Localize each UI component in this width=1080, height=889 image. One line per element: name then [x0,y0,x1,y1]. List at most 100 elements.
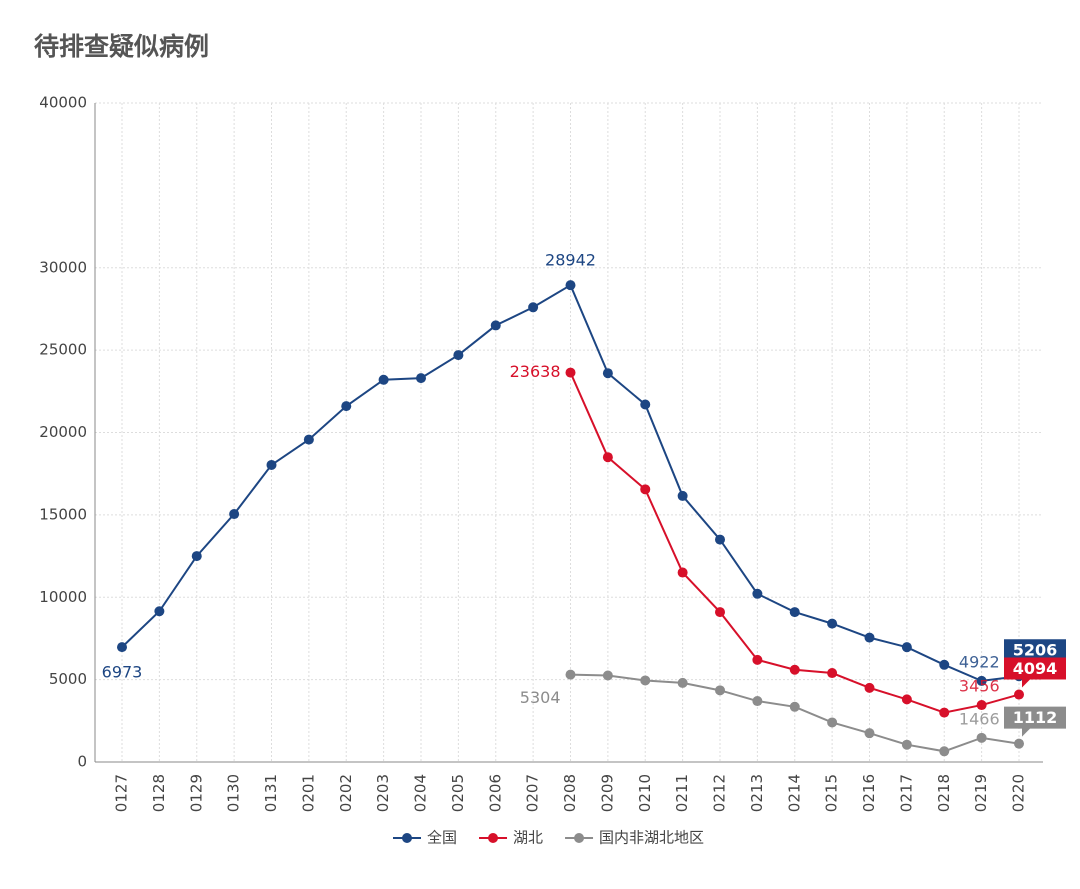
x-tick: 0207 [524,774,542,812]
data-point [864,632,875,643]
data-point [229,509,240,520]
x-tick: 0128 [150,774,168,812]
x-tick-label: 0201 [299,774,317,812]
x-tick: 0215 [823,774,841,812]
x-tick-label: 0215 [823,774,841,812]
data-point [341,401,352,412]
data-point [565,367,576,378]
x-tick: 0208 [561,774,579,812]
data-point [602,670,613,681]
x-tick-label: 0203 [374,774,392,812]
y-tick-label: 0 [77,753,87,771]
data-point [416,373,426,384]
data-point [789,701,800,712]
y-tick-label: 15000 [39,505,87,523]
data-label: 5304 [520,688,561,707]
x-tick-label: 0209 [598,774,616,812]
data-point [827,717,838,728]
x-tick-label: 0216 [860,774,878,812]
label-box [1004,706,1066,737]
x-tick-label: 0205 [449,774,467,812]
x-tick: 0129 [187,774,205,812]
data-point [752,588,763,599]
x-tick: 0202 [337,774,355,812]
data-point [378,374,389,385]
data-point [827,618,838,629]
x-tick-label: 0217 [897,774,915,812]
data-label: 28942 [545,251,596,270]
legend-label: 国内非湖北地区 [599,829,704,847]
data-point [490,320,501,331]
y-tick-label: 5000 [49,670,87,688]
x-tick-label: 0202 [337,774,355,812]
x-tick: 0219 [972,774,990,812]
x-tick: 0211 [673,774,691,812]
data-point [789,607,800,618]
x-tick-label: 0206 [486,774,504,812]
data-point [191,551,202,562]
y-tick-label: 40000 [39,94,87,112]
data-point [901,694,912,705]
data-point [789,664,800,675]
x-tick: 0131 [262,774,280,812]
x-tick-label: 0130 [225,774,243,812]
data-point [677,490,688,501]
data-label: 4094 [1013,659,1058,678]
x-tick-label: 0213 [748,774,766,812]
data-point [976,732,987,743]
data-point [565,280,576,291]
x-tick: 0204 [412,774,430,812]
data-point [602,368,613,379]
x-tick-label: 0131 [262,774,280,812]
data-point [939,707,950,718]
data-label: 6973 [102,663,143,682]
x-tick: 0213 [748,774,766,812]
x-tick: 0217 [897,774,915,812]
x-tick: 0210 [636,774,654,812]
x-tick: 0214 [785,774,803,812]
x-tick-label: 0129 [187,774,205,812]
x-tick-label: 0128 [150,774,168,812]
data-label: 1466 [959,709,1000,728]
data-point [901,642,912,653]
data-point [827,668,838,679]
data-point [602,452,613,463]
x-tick: 0206 [486,774,504,812]
x-tick-label: 0207 [524,774,542,812]
x-tick-label: 0208 [561,774,579,812]
data-point [864,682,875,693]
data-point [117,642,127,653]
x-tick-label: 0219 [972,774,990,812]
data-point [1014,689,1024,700]
data-point [901,739,912,750]
data-point [640,484,651,495]
x-tick-label: 0210 [636,774,654,812]
label-box [1004,639,1066,670]
data-point [715,607,725,618]
data-point [154,606,165,617]
data-point [640,675,651,686]
data-point [939,746,950,757]
label-box [1004,657,1066,688]
data-point [565,669,576,680]
data-point [976,675,987,686]
data-point [1014,738,1024,749]
data-label: 5206 [1013,641,1058,660]
legend-marker [574,833,585,843]
x-tick: 0127 [113,774,131,812]
data-label: 23638 [510,362,561,381]
data-point [303,434,314,445]
x-tick: 0205 [449,774,467,812]
data-label: 4922 [959,652,1000,671]
legend-label: 全国 [427,829,457,847]
data-point [677,677,688,688]
data-point [453,350,464,361]
data-point [864,728,875,739]
x-tick-label: 0204 [412,774,430,812]
x-tick-label: 0220 [1010,774,1028,812]
data-label: 1112 [1013,708,1058,727]
data-point [677,567,688,578]
x-tick-label: 0211 [673,774,691,812]
legend-marker [402,833,412,843]
